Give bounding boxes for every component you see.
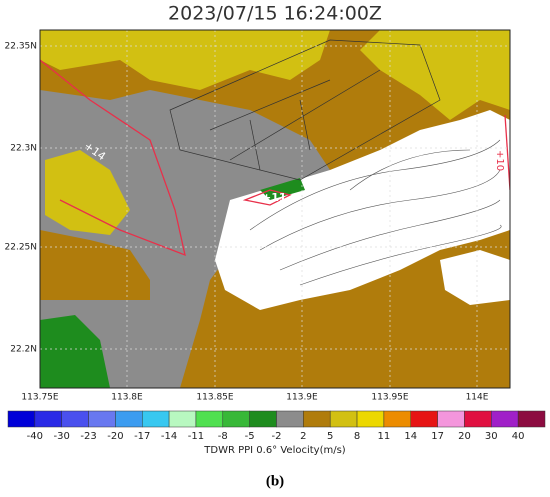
colorbar: -40 -30 -23 -20 -17 -14 -11 -8 -5 -2 2 5 8 11 14 17 20 30… (7, 410, 546, 442)
colorbar-title: TDWR PPI 0.6° Velocity(m/s) (203, 445, 346, 456)
x-tick-label: 113.95E (371, 393, 408, 403)
x-axis: 113.75E 113.8E 113.85E 113.9E 113.95E 11… (21, 393, 488, 403)
colorbar-label: 11 (378, 431, 391, 442)
colorbar-label: -20 (107, 431, 123, 442)
colorbar-label: -30 (54, 431, 70, 442)
colorbar-swatch (222, 410, 250, 428)
colorbar-label: -14 (161, 431, 177, 442)
white-region (440, 250, 510, 305)
colorbar-label: 2 (300, 431, 306, 442)
title: 2023/07/15 16:24:00Z (168, 3, 382, 25)
green-region (40, 315, 110, 388)
green-region (260, 178, 305, 200)
colorbar-swatch (88, 410, 116, 428)
colorbar-swatch (329, 410, 358, 428)
colorbar-swatch (517, 410, 546, 428)
colorbar-swatch (464, 410, 492, 428)
colorbar-swatch (356, 410, 385, 428)
colorbar-label: 30 (485, 431, 498, 442)
annotation: +11 (262, 191, 287, 204)
x-tick-label: 114E (466, 393, 489, 403)
radar-field: +14 +11 +10 (40, 30, 510, 388)
colorbar-label: -40 (27, 431, 43, 442)
y-tick-label: 22.2N (10, 345, 37, 355)
colorbar-label: -5 (245, 431, 255, 442)
graticule (40, 30, 510, 388)
x-tick-label: 113.9E (286, 393, 318, 403)
brown-region (40, 230, 150, 300)
boundary-lines (40, 59, 510, 257)
annotation: +10 (494, 150, 505, 171)
colorbar-label: 17 (431, 431, 444, 442)
x-tick-label: 113.8E (111, 393, 143, 403)
colorbar-swatch (115, 410, 143, 428)
colorbar-swatch (7, 410, 36, 428)
colorbar-swatch (410, 410, 438, 428)
colorbar-label: -2 (272, 431, 282, 442)
colorbar-label: -11 (188, 431, 204, 442)
colorbar-swatch (491, 410, 519, 428)
colorbar-label: -17 (134, 431, 150, 442)
colorbar-swatch (276, 410, 304, 428)
yellow-region (45, 150, 130, 235)
colorbar-swatch (142, 410, 170, 428)
white-region (215, 110, 510, 310)
colorbar-label: -23 (80, 431, 96, 442)
colorbar-swatch (34, 410, 62, 428)
y-axis: 22.35N 22.3N 22.25N 22.2N (5, 42, 38, 355)
colorbar-swatch (303, 410, 331, 428)
gray-region (40, 90, 330, 388)
x-tick-label: 113.75E (21, 393, 58, 403)
colorbar-swatch (61, 410, 89, 428)
colorbar-swatch (383, 410, 411, 428)
colorbar-label: 5 (327, 431, 333, 442)
y-tick-label: 22.25N (5, 243, 38, 253)
colorbar-swatch (249, 410, 277, 428)
colorbar-swatch (195, 410, 224, 428)
colorbar-swatch (437, 410, 465, 428)
outlines (169, 39, 441, 181)
colorbar-label: 8 (354, 431, 360, 442)
colorbar-label: 20 (458, 431, 471, 442)
y-tick-label: 22.35N (5, 42, 38, 52)
caption: (b) (266, 473, 284, 489)
yellow-region (360, 30, 510, 120)
colorbar-swatch (168, 410, 197, 428)
colorbar-label: -8 (218, 431, 228, 442)
x-tick-label: 113.85E (196, 393, 233, 403)
y-tick-label: 22.3N (10, 144, 37, 154)
yellow-region (40, 30, 330, 90)
colorbar-label: 40 (512, 431, 525, 442)
colorbar-label: 14 (404, 431, 417, 442)
map-frame (39, 29, 511, 389)
contours (249, 139, 502, 286)
